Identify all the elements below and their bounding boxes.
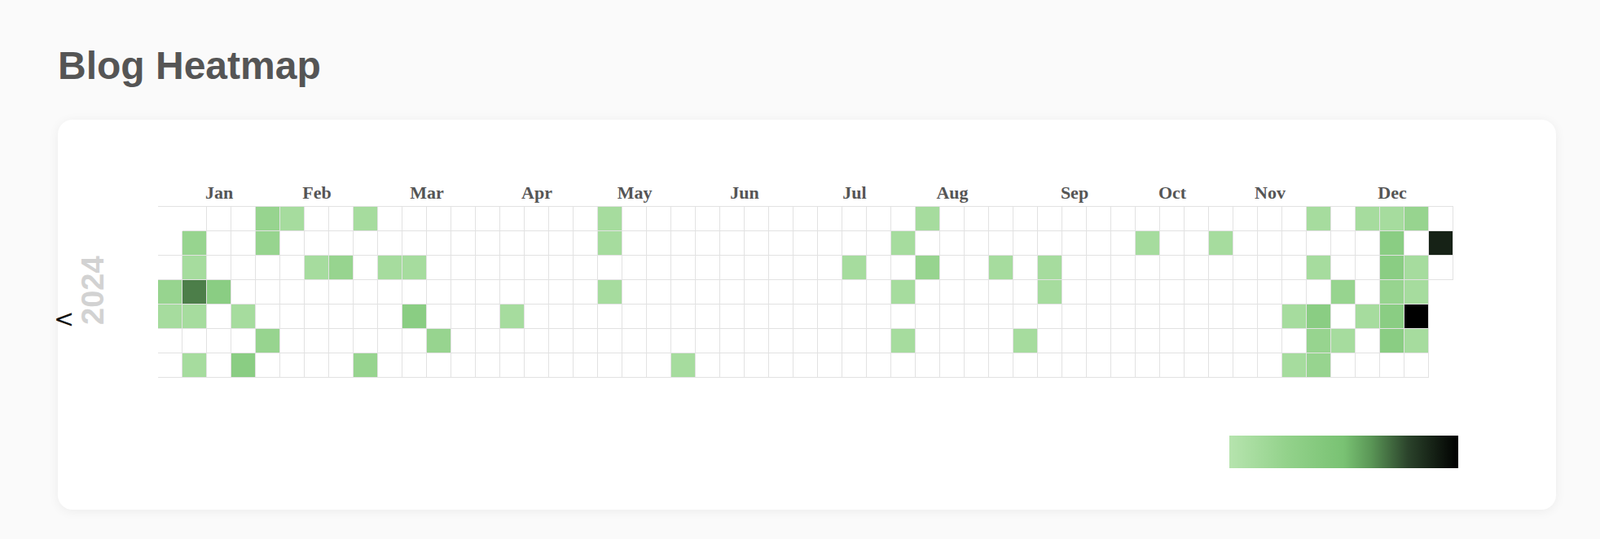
svg-text:Apr: Apr [521, 182, 553, 203]
svg-text:Sep: Sep [1060, 182, 1089, 203]
svg-text:May: May [617, 182, 653, 203]
svg-text:Aug: Aug [936, 182, 968, 203]
svg-text:Dec: Dec [1377, 182, 1407, 203]
svg-text:Oct: Oct [1158, 182, 1187, 203]
svg-text:Jul: Jul [842, 182, 866, 203]
svg-text:Jan: Jan [205, 182, 233, 203]
svg-text:Feb: Feb [302, 182, 331, 203]
svg-text:Jun: Jun [729, 182, 759, 203]
svg-text:Blog Heatmap: Blog Heatmap [57, 43, 321, 88]
svg-text:Nov: Nov [1254, 182, 1286, 203]
svg-text:<: < [53, 304, 75, 334]
svg-text:2024: 2024 [75, 255, 110, 326]
svg-text:Mar: Mar [409, 182, 444, 203]
